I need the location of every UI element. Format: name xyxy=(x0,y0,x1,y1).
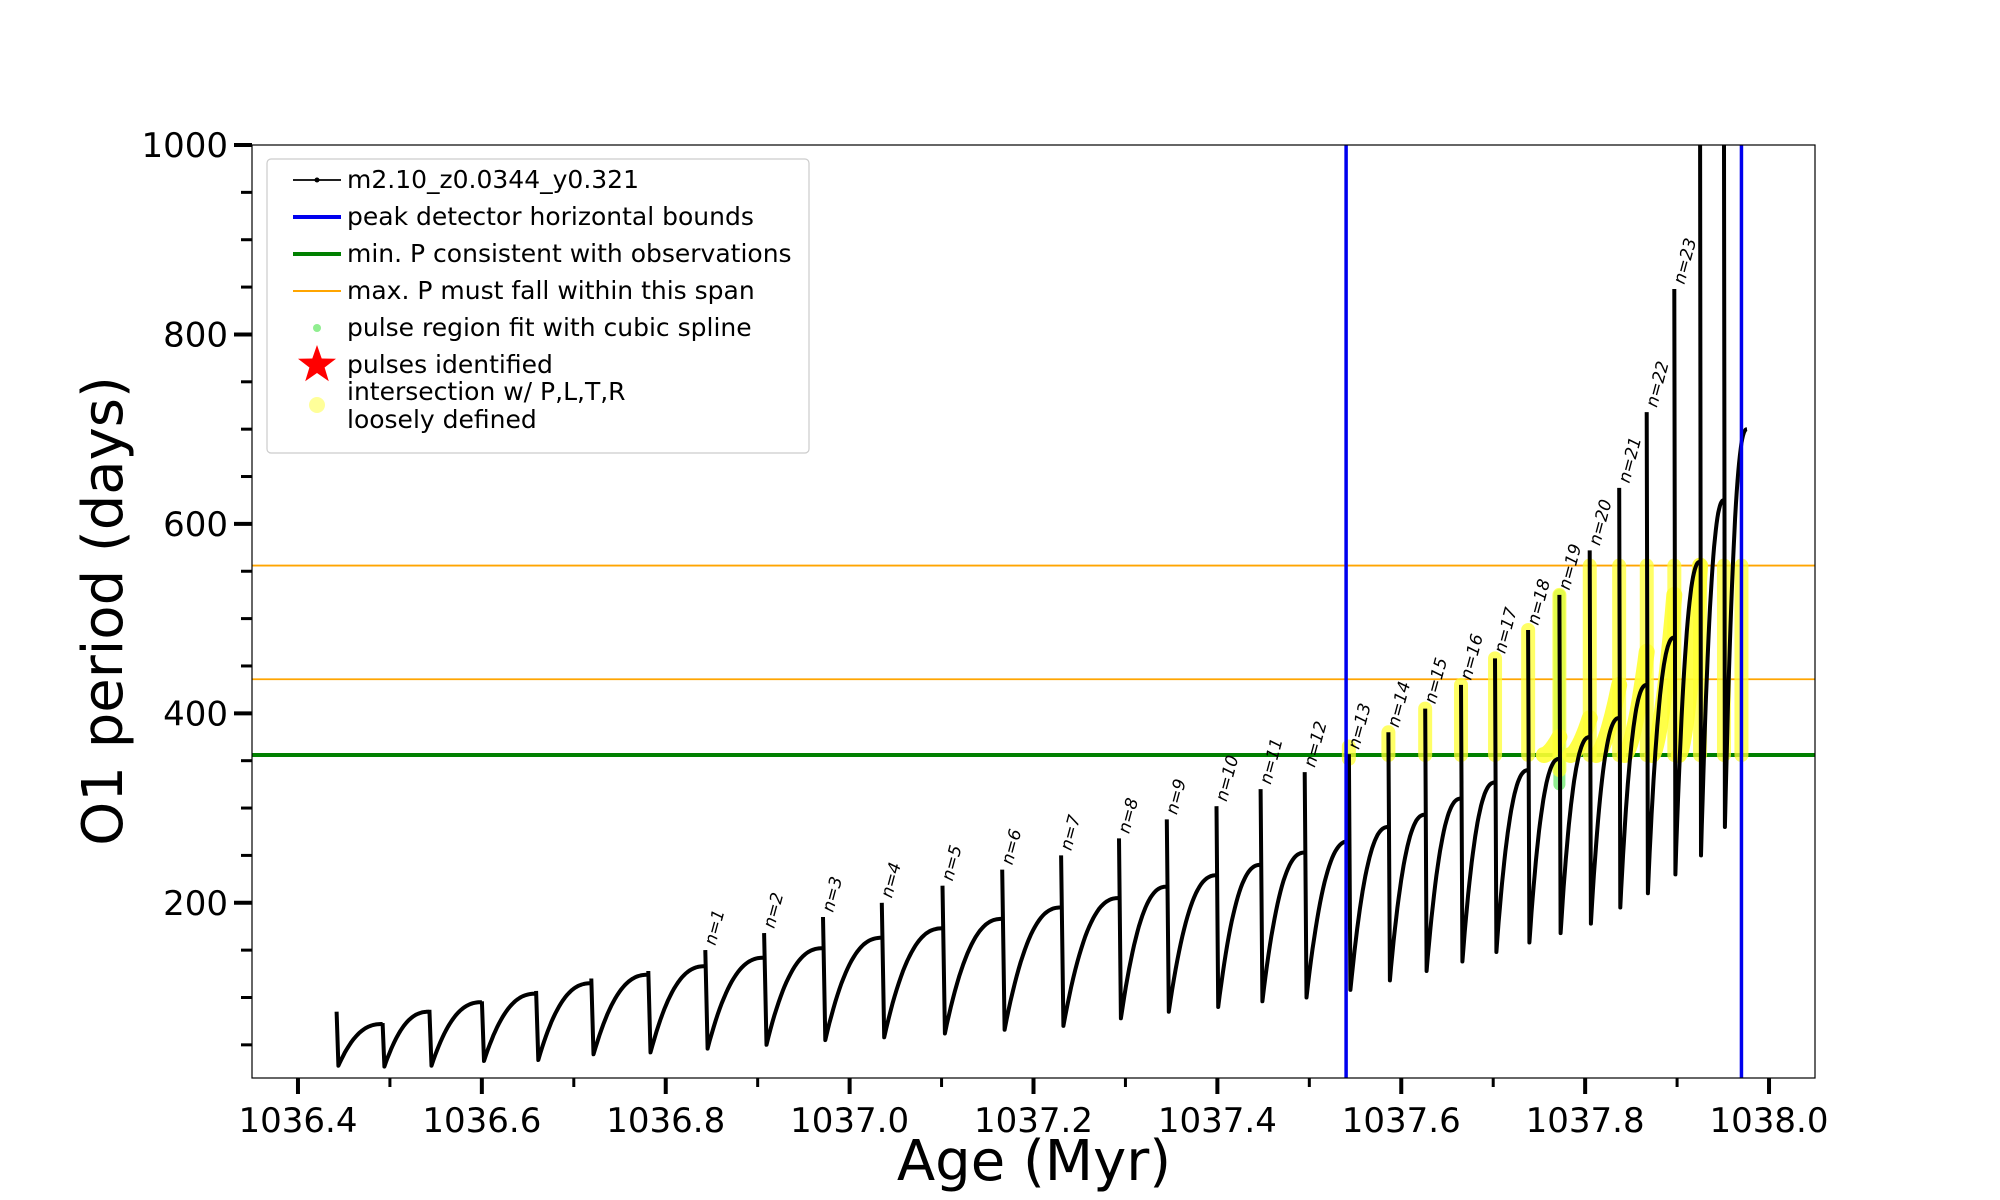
series-pulse-13 xyxy=(1000,869,1062,1032)
series-pulse-11 xyxy=(879,902,943,1040)
y-tick-label-0: 200 xyxy=(163,884,228,924)
series-pulse-24 xyxy=(1493,658,1529,954)
series-pulse-7 xyxy=(646,964,706,1055)
pulse-label-3: n=3 xyxy=(819,874,848,914)
legend-label-6-1: loosely defined xyxy=(347,405,537,434)
series-pulse-23 xyxy=(1459,684,1496,964)
period-series xyxy=(334,145,1749,1069)
pulse-label-4: n=4 xyxy=(877,860,906,900)
x-tick-label-4: 1037.2 xyxy=(974,1101,1093,1141)
pulse-label-23: n=23 xyxy=(1670,236,1701,286)
pulse-label-15: n=15 xyxy=(1421,656,1452,706)
series-pulse-9 xyxy=(762,933,824,1047)
legend-swatch-circle xyxy=(309,397,325,413)
pulse-label-16: n=16 xyxy=(1457,632,1488,682)
series-pulse-22 xyxy=(1423,708,1462,973)
pulse-label-1: n=1 xyxy=(701,908,730,948)
pulse-label-6: n=6 xyxy=(998,827,1027,867)
pulse-label-19: n=19 xyxy=(1555,542,1586,592)
pulse-label-9: n=9 xyxy=(1162,777,1191,817)
axes: 1036.4 1036.6 1036.8 1037.0 1037.2 1037.4 1037… xyxy=(141,126,1828,1141)
legend-label-5: pulses identified xyxy=(347,350,553,379)
series-pulse-14 xyxy=(1059,855,1120,1028)
pulse-label-5: n=5 xyxy=(938,843,967,883)
pulse-label-13: n=13 xyxy=(1344,701,1375,751)
series-pulse-30 xyxy=(1672,288,1702,877)
vertical-bound-lines xyxy=(1344,145,1744,1078)
series-pulse-26 xyxy=(1557,594,1591,936)
y-axis-title: O1 period (days) xyxy=(71,376,136,846)
legend-swatch-dot xyxy=(313,324,321,332)
pulse-label-10: n=10 xyxy=(1212,753,1243,803)
y-tick-label-4: 1000 xyxy=(141,126,228,166)
x-tick-label-5: 1037.4 xyxy=(1158,1101,1277,1141)
series-pulse-8 xyxy=(703,950,765,1051)
legend-label-2: min. P consistent with observations xyxy=(347,239,792,268)
x-tick-label-8: 1038.0 xyxy=(1710,1101,1829,1141)
pulse-label-18: n=18 xyxy=(1524,577,1555,627)
series-pulse-15 xyxy=(1117,838,1168,1021)
legend-entry-4: pulse region fit with cubic spline xyxy=(313,313,752,342)
y-tick-label-3: 800 xyxy=(163,315,228,355)
x-tick-label-3: 1037.0 xyxy=(790,1101,909,1141)
series-pulse-6 xyxy=(589,972,649,1057)
pulse-label-12: n=12 xyxy=(1300,719,1331,769)
y-tick-label-2: 600 xyxy=(163,505,228,545)
series-pulse-20 xyxy=(1346,754,1389,992)
series-pulse-17 xyxy=(1214,806,1262,1009)
pulse-label-17: n=17 xyxy=(1491,605,1522,655)
legend-entry-3: max. P must fall within this span xyxy=(293,276,755,305)
pulse-label-14: n=14 xyxy=(1384,679,1415,729)
series-pulse-31 xyxy=(1698,145,1726,858)
pulse-label-7: n=7 xyxy=(1057,813,1086,853)
pulse-label-8: n=8 xyxy=(1115,796,1144,836)
legend-label-3: max. P must fall within this span xyxy=(347,276,755,305)
legend-entry-0: m2.10_z0.0344_y0.321 xyxy=(293,165,639,194)
pulse-label-21: n=21 xyxy=(1615,435,1646,485)
pulse-label-2: n=2 xyxy=(760,891,789,931)
x-tick-label-6: 1037.6 xyxy=(1342,1101,1461,1141)
series-pulse-29 xyxy=(1644,412,1676,896)
series-pulse-25 xyxy=(1526,629,1561,945)
series-pulse-5 xyxy=(534,981,592,1062)
legend-box xyxy=(266,158,810,454)
series-pulse-28 xyxy=(1617,487,1648,910)
legend-label-0: m2.10_z0.0344_y0.321 xyxy=(347,165,639,194)
legend-entry-1: peak detector horizontal bounds xyxy=(293,202,754,231)
x-tick-label-0: 1036.4 xyxy=(238,1101,357,1141)
series-pulse-18 xyxy=(1258,789,1306,1004)
legend-swatch-dot xyxy=(314,177,320,183)
series-pulse-1 xyxy=(334,1011,383,1068)
pulse-label-22: n=22 xyxy=(1642,359,1673,409)
legend-label-6-0: intersection w/ P,L,T,R xyxy=(347,377,626,406)
star-icon xyxy=(298,345,336,382)
x-axis-title: Age (Myr) xyxy=(897,1129,1171,1194)
pulse-label-11: n=11 xyxy=(1256,736,1287,786)
series-pulse-19 xyxy=(1302,772,1350,1000)
series-pulse-16 xyxy=(1164,819,1217,1014)
series-pulse-27 xyxy=(1587,550,1621,926)
pulse-label-20: n=20 xyxy=(1585,497,1616,547)
series-pulse-10 xyxy=(821,916,882,1043)
x-tick-label-7: 1037.8 xyxy=(1526,1101,1645,1141)
legend-label-1: peak detector horizontal bounds xyxy=(347,202,754,231)
series-pulse-3 xyxy=(427,1000,483,1068)
series-pulse-21 xyxy=(1386,732,1426,983)
series-pulse-2 xyxy=(380,1009,430,1069)
legend-label-4: pulse region fit with cubic spline xyxy=(347,313,752,342)
series-pulse-12 xyxy=(940,885,1003,1036)
pulse-labels: n=1 n=2 n=3 n=4 n=5 n=6 n=7 n=8 n=9 n=10 n=11 n=12 n… xyxy=(701,236,1701,947)
x-tick-label-1: 1036.6 xyxy=(422,1101,541,1141)
legend-entry-5: pulses identified xyxy=(298,345,553,382)
series-pulse-4 xyxy=(479,991,537,1063)
x-tick-label-2: 1036.8 xyxy=(606,1101,725,1141)
legend-entry-2: min. P consistent with observations xyxy=(293,239,792,268)
y-tick-label-1: 400 xyxy=(163,694,228,734)
